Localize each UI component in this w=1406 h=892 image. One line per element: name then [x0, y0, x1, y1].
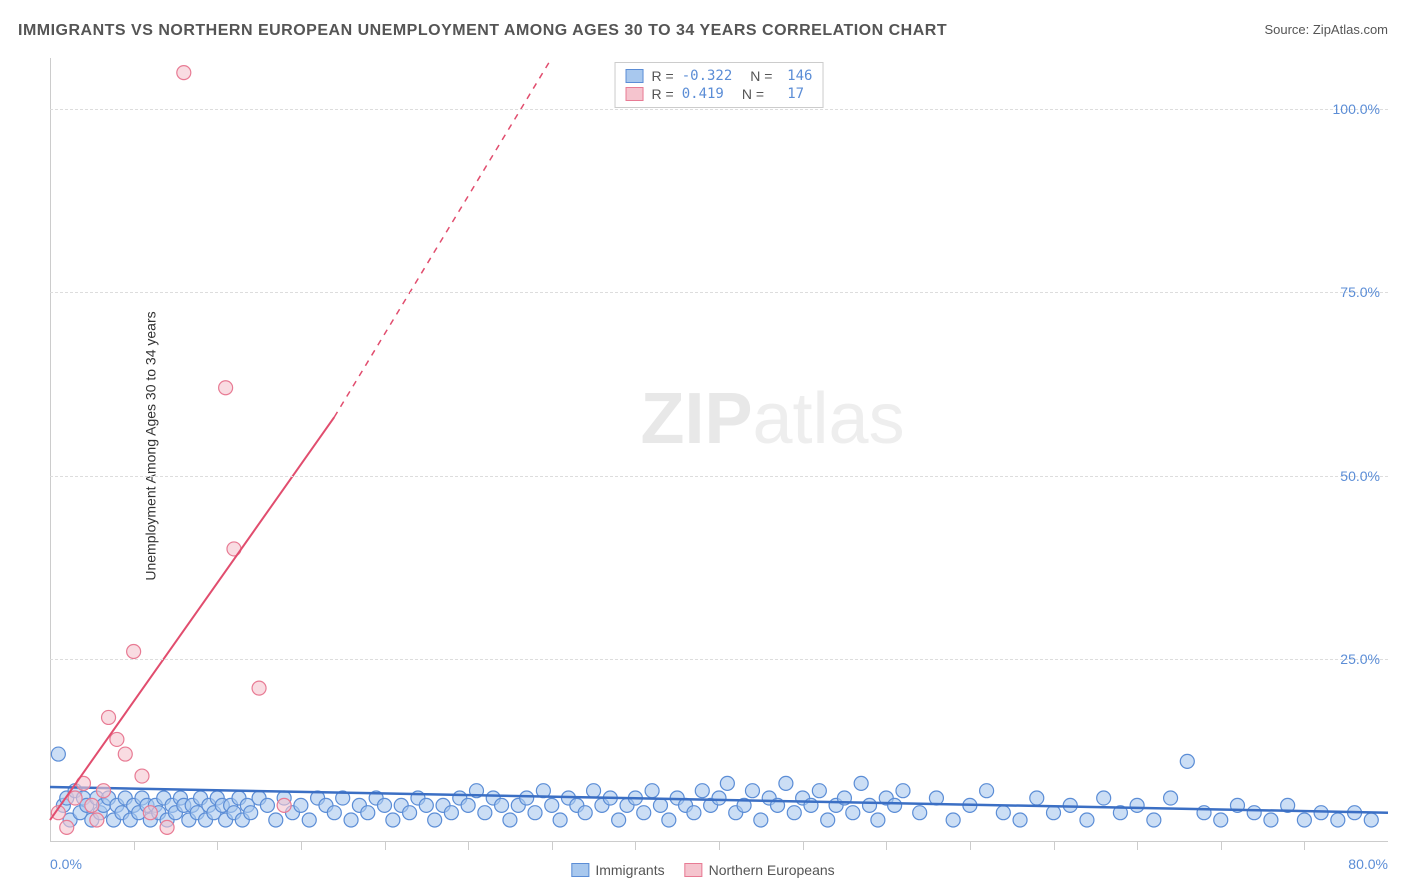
legend-swatch-northern [685, 863, 703, 877]
chart-title: IMMIGRANTS VS NORTHERN EUROPEAN UNEMPLOY… [18, 22, 947, 40]
scatter-plot [50, 58, 1388, 842]
x-tick-label: 0.0% [50, 856, 82, 872]
y-tick-label: 50.0% [1340, 468, 1380, 484]
legend-n-label: N = [750, 68, 772, 84]
legend-r-label: R = [652, 86, 674, 102]
legend-r-label: R = [652, 68, 674, 84]
legend-swatch-northern [626, 87, 644, 101]
legend-swatch-immigrants [626, 69, 644, 83]
legend-n-value: 146 [780, 68, 812, 84]
y-tick-label: 75.0% [1340, 284, 1380, 300]
legend-label: Immigrants [595, 862, 664, 878]
chart-area: ZIPatlas R = -0.322 N = 146 R = 0.419 N … [50, 58, 1388, 842]
legend-stats-row: R = -0.322 N = 146 [626, 67, 813, 85]
y-tick-label: 100.0% [1333, 101, 1380, 117]
legend-item-immigrants: Immigrants [571, 862, 664, 878]
legend-label: Northern Europeans [709, 862, 835, 878]
legend-stats: R = -0.322 N = 146 R = 0.419 N = 17 [615, 62, 824, 108]
source-label: Source: ZipAtlas.com [1264, 22, 1388, 37]
y-tick-label: 25.0% [1340, 651, 1380, 667]
legend-n-value: 17 [772, 86, 804, 102]
legend-bottom: Immigrants Northern Europeans [571, 862, 834, 878]
legend-r-value: -0.322 [682, 68, 733, 84]
legend-r-value: 0.419 [682, 86, 724, 102]
legend-item-northern: Northern Europeans [685, 862, 835, 878]
legend-swatch-immigrants [571, 863, 589, 877]
legend-n-label: N = [742, 86, 764, 102]
x-tick-label: 80.0% [1348, 856, 1388, 872]
legend-stats-row: R = 0.419 N = 17 [626, 85, 813, 103]
